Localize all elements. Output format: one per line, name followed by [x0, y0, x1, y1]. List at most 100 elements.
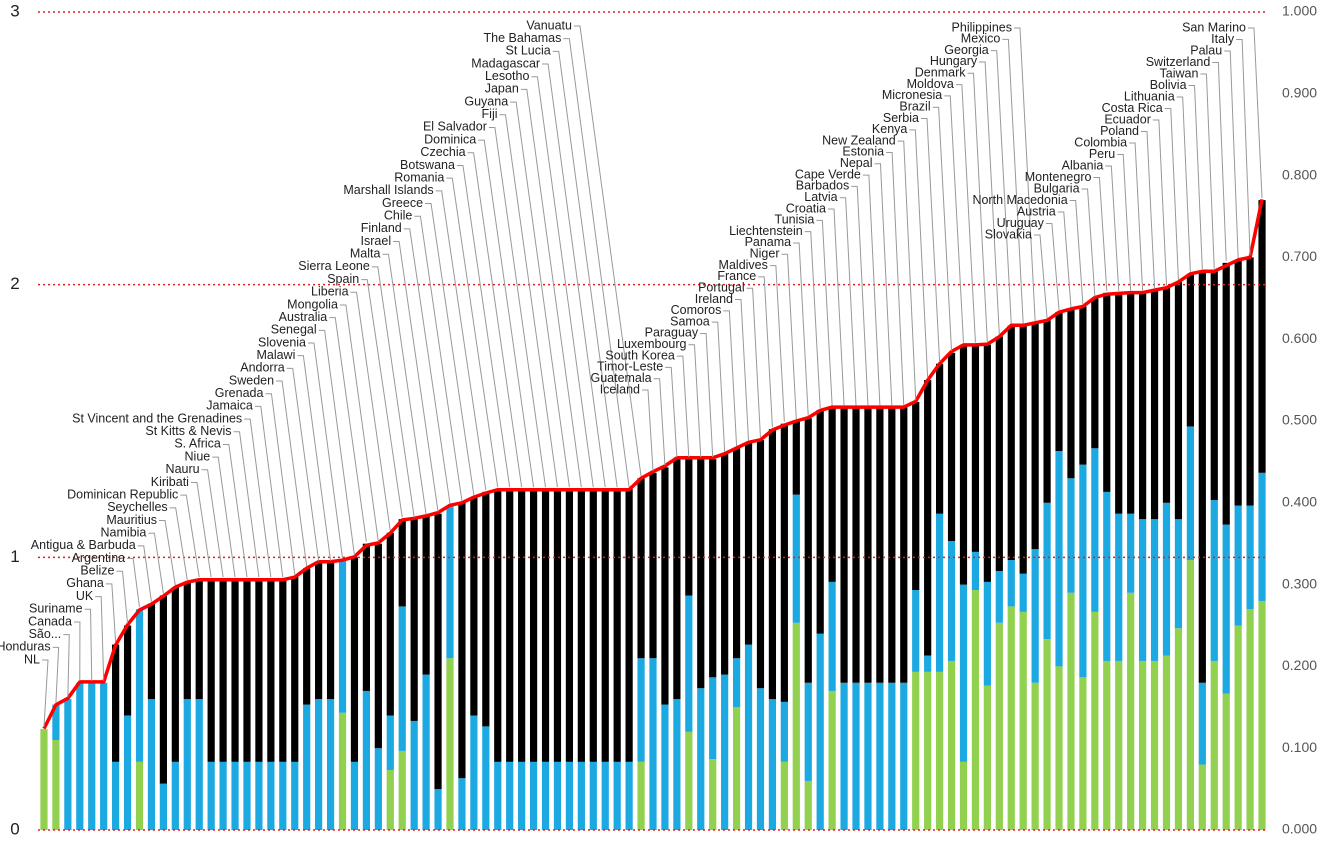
leader-line: [746, 287, 761, 439]
bar-segment: [1067, 592, 1075, 830]
bar-segment: [76, 682, 84, 830]
bar-segment: [291, 576, 299, 762]
y2-tick-label: 0.700: [1282, 248, 1317, 264]
bar-segment: [1174, 519, 1183, 629]
bar-segment: [1007, 606, 1015, 830]
bar-segment: [792, 421, 800, 495]
bar-segment: [410, 519, 418, 721]
country-label: Nepal: [840, 156, 873, 170]
bar-segment: [171, 587, 179, 762]
country-label: Argentina: [72, 551, 126, 565]
bar-segment: [971, 344, 980, 552]
country-label: San Marino: [1182, 20, 1246, 34]
country-label: Honduras: [0, 640, 51, 654]
country-label: Estonia: [842, 145, 884, 159]
leader-line: [425, 203, 475, 496]
leader-line: [350, 291, 391, 531]
country-label: São...: [29, 627, 62, 641]
bar-segment: [1115, 660, 1123, 830]
leader-line: [393, 241, 439, 512]
country-label: Marshall Islands: [343, 183, 433, 197]
bar-segment: [1258, 472, 1266, 601]
leader-line: [990, 50, 1012, 324]
bar-segment: [207, 579, 215, 762]
leader-line: [435, 190, 487, 490]
leader-line: [339, 304, 379, 542]
country-label: Czechia: [420, 145, 465, 159]
y2-tick-label: 0.900: [1282, 85, 1317, 101]
country-label: Moldova: [907, 77, 954, 91]
y-tick-label: 0: [10, 819, 19, 838]
leader-line: [446, 177, 499, 488]
country-label: Japan: [485, 82, 519, 96]
country-label: Niue: [185, 449, 211, 463]
bar-segment: [219, 761, 227, 830]
leader-line: [979, 61, 1000, 335]
bar-segment: [219, 579, 227, 762]
leader-line: [520, 88, 582, 488]
bar-segment: [470, 715, 478, 830]
leader-line: [84, 608, 93, 681]
leader-line: [688, 344, 702, 458]
bar-segment: [637, 478, 645, 659]
leader-line: [318, 329, 355, 556]
leader-line: [63, 634, 70, 698]
country-label: Panama: [745, 235, 792, 249]
leader-line: [159, 520, 176, 586]
bar-segment: [1127, 292, 1135, 514]
leader-line: [1002, 38, 1024, 324]
bar-segment: [458, 778, 466, 830]
country-label: Andorra: [240, 361, 285, 375]
bar-segment: [470, 497, 478, 716]
bar-segment: [1222, 262, 1230, 525]
country-label: Luxembourg: [617, 337, 687, 351]
bar-segment: [255, 579, 263, 762]
bar-segment: [434, 513, 442, 790]
bar-segment: [183, 699, 191, 830]
leader-line: [297, 355, 332, 561]
leader-line: [781, 253, 797, 420]
bar-segment: [1043, 639, 1051, 830]
country-label: Liberia: [311, 285, 349, 299]
country-label: Guatemala: [590, 371, 651, 385]
bar-segment: [398, 750, 406, 830]
bar-segment: [804, 682, 812, 781]
bar-segment: [494, 761, 502, 830]
bar-segment: [1210, 660, 1218, 830]
leader-line: [308, 342, 344, 559]
country-label: Madagascar: [471, 56, 540, 70]
y-tick-label: 2: [10, 274, 19, 293]
y2-tick-label: 0.600: [1282, 330, 1317, 346]
leader-line: [723, 310, 738, 447]
bar-segment: [171, 761, 179, 830]
bar-segment: [1127, 592, 1135, 830]
bar-segment: [398, 519, 406, 607]
country-label: Mexico: [961, 32, 1001, 46]
bar-segment: [1019, 611, 1027, 830]
bar-segment: [291, 761, 299, 830]
country-label: Costa Rica: [1102, 101, 1163, 115]
bar-segment: [601, 761, 609, 830]
country-label: Switzerland: [1146, 55, 1211, 69]
bar-segment: [482, 491, 490, 727]
leader-line: [642, 389, 654, 471]
bar-segment: [135, 609, 144, 762]
country-label: Dominica: [424, 132, 476, 146]
bar-segment: [231, 579, 239, 762]
country-label: Chile: [384, 208, 413, 222]
leader-line: [653, 378, 666, 466]
bar-segment: [589, 489, 597, 762]
bar-segment: [721, 453, 729, 675]
bar-segment: [350, 557, 359, 762]
country-label: Fiji: [482, 107, 498, 121]
bar-segment: [601, 489, 609, 762]
bar-segment: [553, 489, 562, 762]
leader-line: [1176, 96, 1191, 272]
bar-segment: [506, 761, 514, 830]
bar-segment: [243, 579, 251, 762]
bar-segment: [673, 699, 681, 830]
leader-line: [793, 242, 809, 417]
country-label: Bulgaria: [1034, 181, 1080, 195]
leader-line: [510, 101, 570, 488]
bar-segment: [1258, 600, 1266, 830]
